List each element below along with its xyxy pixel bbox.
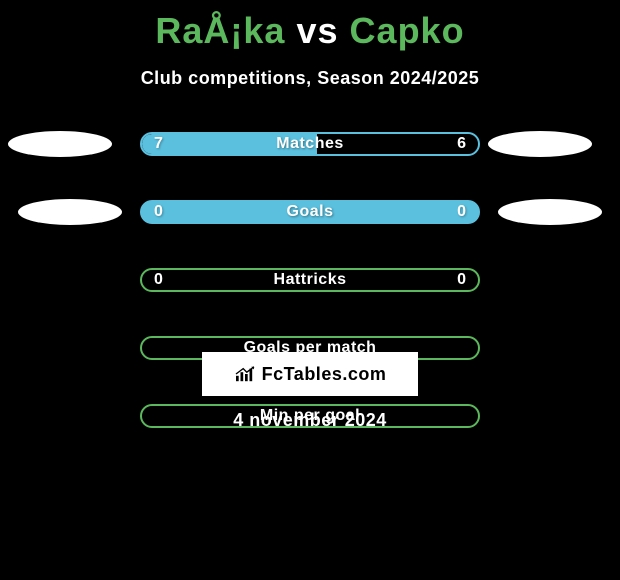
matches-left-value: 7 bbox=[154, 135, 163, 153]
competition-subtitle: Club competitions, Season 2024/2025 bbox=[0, 68, 620, 89]
stat-row-hattricks: 0 Hattricks 0 bbox=[0, 267, 620, 313]
matches-right-value: 6 bbox=[457, 135, 466, 153]
matches-label: Matches bbox=[276, 135, 344, 153]
ellipse-decoration bbox=[18, 199, 122, 225]
hattricks-left-value: 0 bbox=[154, 271, 163, 289]
ellipse-decoration bbox=[498, 199, 602, 225]
hattricks-label: Hattricks bbox=[274, 271, 347, 289]
ellipse-decoration bbox=[488, 131, 592, 157]
brand-box[interactable]: FcTables.com bbox=[202, 352, 418, 396]
player2-name: Capko bbox=[350, 10, 465, 51]
stat-row-goals: 0 Goals 0 bbox=[0, 199, 620, 245]
matches-bar: 7 Matches 6 bbox=[140, 132, 480, 156]
goals-right-value: 0 bbox=[457, 203, 466, 221]
ellipse-decoration bbox=[8, 131, 112, 157]
chart-icon bbox=[234, 365, 256, 383]
hattricks-right-value: 0 bbox=[457, 271, 466, 289]
brand-text: FcTables.com bbox=[262, 364, 387, 385]
stat-row-matches: 7 Matches 6 bbox=[0, 131, 620, 177]
goals-bar: 0 Goals 0 bbox=[140, 200, 480, 224]
date-text: 4 november 2024 bbox=[233, 410, 387, 431]
hattricks-bar: 0 Hattricks 0 bbox=[140, 268, 480, 292]
player1-name: RaÅ¡ka bbox=[155, 10, 285, 51]
vs-text: vs bbox=[296, 10, 338, 51]
comparison-title: RaÅ¡ka vs Capko bbox=[0, 0, 620, 52]
goals-left-value: 0 bbox=[154, 203, 163, 221]
goals-label: Goals bbox=[287, 203, 334, 221]
brand-content: FcTables.com bbox=[234, 364, 387, 385]
